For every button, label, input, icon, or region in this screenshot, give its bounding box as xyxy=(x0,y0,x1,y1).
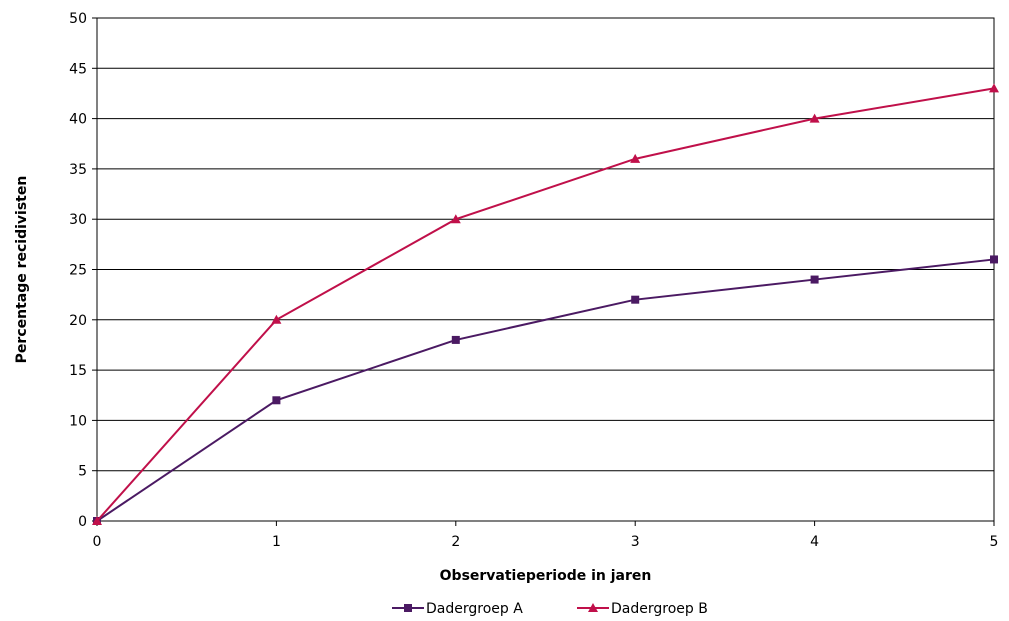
data-point xyxy=(450,214,461,224)
y-tick-label: 35 xyxy=(69,162,87,178)
data-point xyxy=(990,255,998,264)
x-tick-label: 4 xyxy=(810,534,819,550)
legend-marker-b xyxy=(588,603,598,612)
series-line xyxy=(96,87,995,522)
gridlines xyxy=(97,17,994,522)
y-tick-label: 15 xyxy=(69,363,87,379)
y-tick-label: 25 xyxy=(69,263,87,279)
y-tick-label: 10 xyxy=(69,413,87,429)
x-axis-title: Observatieperiode in jaren xyxy=(440,568,652,584)
y-tick-label: 30 xyxy=(69,212,87,228)
legend-item-dadergroep-a: Dadergroep A xyxy=(392,601,523,617)
legend: Dadergroep A Dadergroep B xyxy=(392,601,708,617)
data-point xyxy=(810,275,819,284)
y-tick-label: 20 xyxy=(69,313,87,329)
y-tick-label: 40 xyxy=(69,112,87,128)
y-tick-label: 45 xyxy=(69,61,87,77)
data-point xyxy=(809,113,820,123)
data-point xyxy=(271,314,282,324)
y-axis-ticks: 0 5 10 15 20 25 30 35 40 45 50 xyxy=(69,11,97,530)
x-axis-ticks: 0 1 2 3 4 5 xyxy=(93,521,999,550)
data-point xyxy=(451,335,460,344)
legend-label-b: Dadergroep B xyxy=(611,601,708,617)
series-a xyxy=(93,255,998,525)
x-tick-label: 0 xyxy=(93,534,102,550)
y-axis-title: Percentage recidivisten xyxy=(14,176,30,364)
data-point xyxy=(272,396,281,405)
x-tick-label: 1 xyxy=(272,534,281,550)
series-layer xyxy=(92,83,999,525)
data-point xyxy=(631,295,640,304)
x-tick-label: 2 xyxy=(451,534,460,550)
y-tick-label: 0 xyxy=(78,514,87,530)
data-point xyxy=(92,516,102,525)
legend-marker-a xyxy=(404,604,412,612)
x-tick-label: 5 xyxy=(990,534,999,550)
series-b xyxy=(92,83,999,525)
legend-label-a: Dadergroep A xyxy=(426,601,523,617)
legend-item-dadergroep-b: Dadergroep B xyxy=(577,601,708,617)
series-line xyxy=(96,258,995,522)
y-tick-label: 50 xyxy=(69,11,87,27)
data-point xyxy=(989,83,999,93)
x-tick-label: 3 xyxy=(631,534,640,550)
y-tick-label: 5 xyxy=(78,464,87,480)
data-point xyxy=(630,153,641,163)
